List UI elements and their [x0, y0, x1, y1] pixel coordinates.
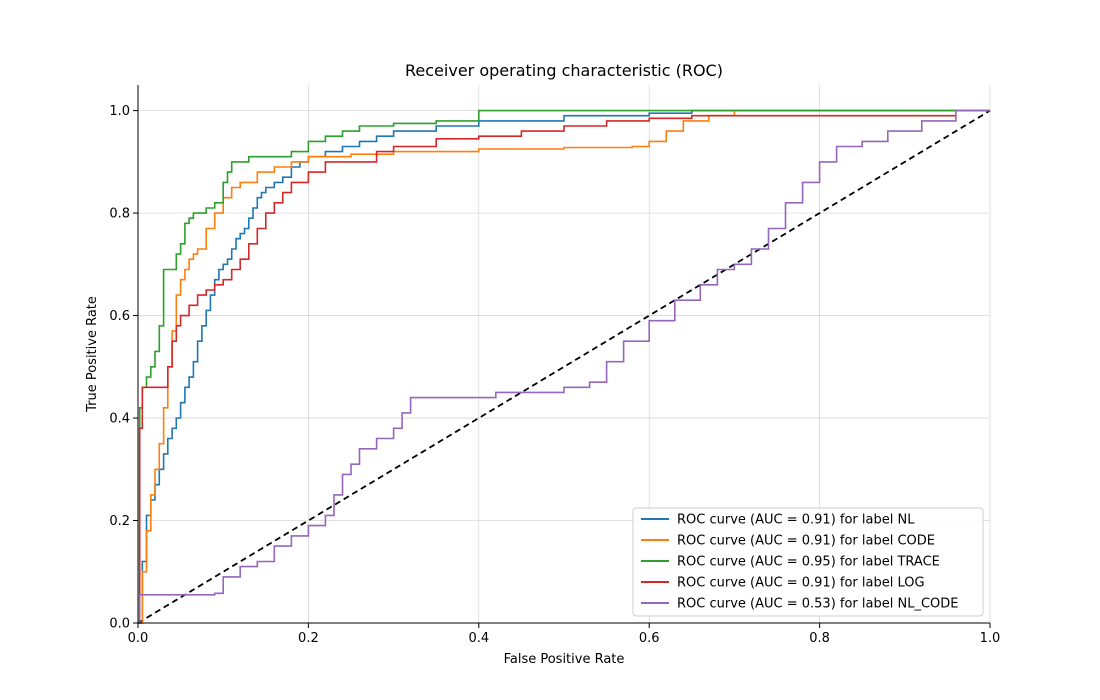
y-tick-label: 0.4	[109, 412, 130, 427]
x-tick-label: 0.6	[639, 631, 660, 646]
legend: ROC curve (AUC = 0.91) for label NL ROC c…	[632, 507, 984, 617]
series-line-nl	[138, 109, 990, 624]
y-axis-label: True Positive Rate	[85, 296, 100, 413]
x-axis-label: False Positive Rate	[504, 652, 625, 667]
legend-entry-label: ROC curve (AUC = 0.95) for label TRACE	[677, 555, 940, 570]
x-tick-label: 0.0	[128, 631, 149, 646]
chart-title: Receiver operating characteristic (ROC)	[405, 61, 723, 80]
series-line-nl-code	[138, 109, 990, 624]
y-tick-label: 0.2	[109, 514, 130, 529]
x-tick-label: 0.4	[468, 631, 489, 646]
y-tick-label: 0.6	[109, 309, 130, 324]
y-tick-label: 1.0	[109, 104, 130, 119]
axes	[137, 85, 990, 624]
legend-entry-label: ROC curve (AUC = 0.91) for label NL	[677, 513, 915, 528]
x-tick-label: 0.8	[809, 631, 830, 646]
ticks: 0.0 0.2 0.4 0.6 0.8 1.0 0.0 0.2 0.4 0.6 0.8 1.0	[109, 104, 1000, 646]
x-tick-label: 0.2	[298, 631, 319, 646]
series-layer	[138, 109, 990, 624]
y-tick-label: 0.0	[109, 617, 130, 632]
legend-frame	[632, 507, 984, 617]
series-line-trace	[138, 109, 990, 624]
legend-entry-label: ROC curve (AUC = 0.53) for label NL_CODE	[677, 597, 958, 612]
series-line-code	[138, 109, 990, 624]
chance-diagonal-line	[137, 109, 991, 624]
y-tick-label: 0.8	[109, 207, 130, 222]
x-tick-label: 1.0	[980, 631, 1001, 646]
diagonal-reference	[137, 109, 991, 624]
legend-entry-label: ROC curve (AUC = 0.91) for label LOG	[677, 576, 925, 591]
legend-entry-label: ROC curve (AUC = 0.91) for label CODE	[677, 534, 935, 549]
series-line-log	[138, 114, 956, 624]
